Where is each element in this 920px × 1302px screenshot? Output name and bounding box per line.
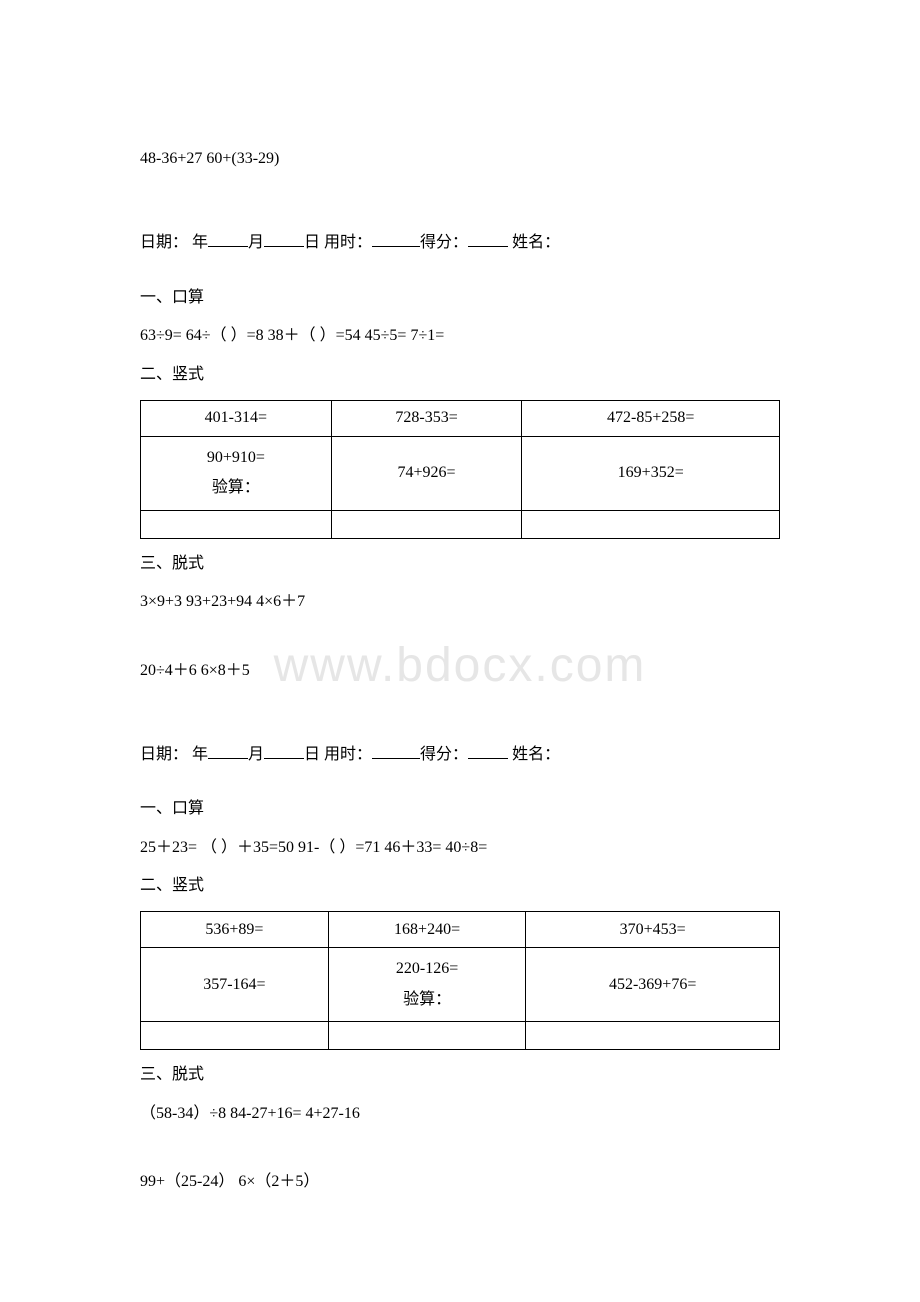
table-row: 357-164= 220-126= 验算： 452-369+76= [141,948,780,1022]
table-cell: 728-353= [331,400,522,436]
table-cell [331,510,522,538]
date-line: 日期： 年 月 日 用时： 得分： 姓名： [140,736,780,774]
mental-math-2: 25＋23= （ ）＋35=50 91-（ ）=71 46＋33= 40÷8= [140,829,780,867]
month-suffix: 月 [248,746,264,763]
score-blank[interactable] [468,743,508,759]
section-1-title: 一、口算 [140,790,780,828]
date-prefix: 日期： 年 [140,746,208,763]
table-cell: 169+352= [522,436,780,510]
day-suffix: 日 用时： [304,234,372,251]
verify-label: 验算： [403,991,451,1008]
tuoshi-1b: 20÷4＋6 6×8＋5 [140,652,780,690]
date-line: 日期： 年 月 日 用时： 得分： 姓名： [140,224,780,262]
score-prefix: 得分： [420,746,468,763]
month-blank[interactable] [264,743,304,759]
section-2-title: 二、竖式 [140,867,780,905]
year-blank[interactable] [208,743,248,759]
name-prefix: 姓名： [508,234,560,251]
time-blank[interactable] [372,743,420,759]
table-cell [141,510,332,538]
table-cell: 536+89= [141,912,329,948]
date-prefix: 日期： 年 [140,234,208,251]
verify-label: 验算： [212,479,260,496]
table-cell: 168+240= [328,912,526,948]
cell-expr: 90+910= [207,449,265,466]
table-cell: 452-369+76= [526,948,780,1022]
section-3-title: 三、脱式 [140,1056,780,1094]
score-prefix: 得分： [420,234,468,251]
day-suffix: 日 用时： [304,746,372,763]
table-cell: 74+926= [331,436,522,510]
table-cell [141,1022,329,1050]
tuoshi-1a: 3×9+3 93+23+94 4×6＋7 [140,583,780,621]
table-row [141,1022,780,1050]
section-2-title: 二、竖式 [140,356,780,394]
table-row [141,510,780,538]
month-suffix: 月 [248,234,264,251]
table-cell [526,1022,780,1050]
tuoshi-2a: （58-34）÷8 84-27+16= 4+27-16 [140,1095,780,1133]
top-expression: 48-36+27 60+(33-29) [140,140,780,178]
section-3-title: 三、脱式 [140,545,780,583]
year-blank[interactable] [208,231,248,247]
table-row: 536+89= 168+240= 370+453= [141,912,780,948]
table-row: 401-314= 728-353= 472-85+258= [141,400,780,436]
table-row: 90+910= 验算： 74+926= 169+352= [141,436,780,510]
vertical-table-1: 401-314= 728-353= 472-85+258= 90+910= 验算… [140,400,780,539]
table-cell: 370+453= [526,912,780,948]
table-cell: 90+910= 验算： [141,436,332,510]
table-cell: 401-314= [141,400,332,436]
table-cell [522,510,780,538]
table-cell: 472-85+258= [522,400,780,436]
name-prefix: 姓名： [508,746,560,763]
mental-math-1: 63÷9= 64÷（ ）=8 38＋（ ）=54 45÷5= 7÷1= [140,317,780,355]
table-cell: 220-126= 验算： [328,948,526,1022]
cell-expr: 220-126= [396,960,458,977]
table-cell [328,1022,526,1050]
score-blank[interactable] [468,231,508,247]
table-cell: 357-164= [141,948,329,1022]
time-blank[interactable] [372,231,420,247]
vertical-table-2: 536+89= 168+240= 370+453= 357-164= 220-1… [140,911,780,1050]
section-1-title: 一、口算 [140,279,780,317]
month-blank[interactable] [264,231,304,247]
tuoshi-2b: 99+（25-24） 6×（2＋5） [140,1163,780,1201]
